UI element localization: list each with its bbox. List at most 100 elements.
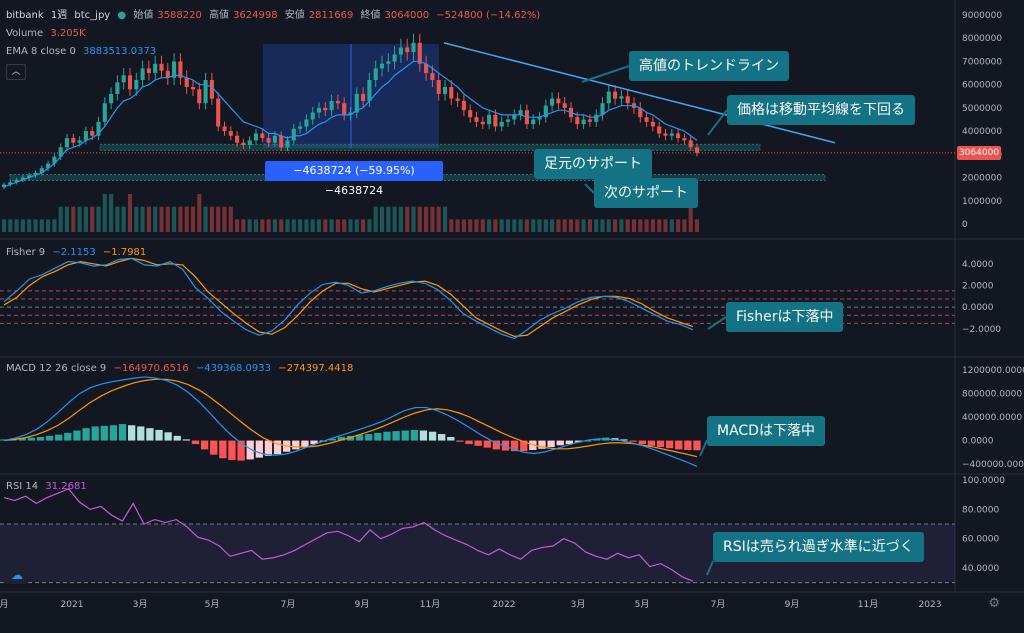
- candle-body: [487, 114, 492, 125]
- volume-bar: [165, 206, 170, 232]
- volume-bar: [631, 219, 637, 232]
- volume-bar: [405, 206, 410, 232]
- low-value: 2811669: [308, 10, 354, 21]
- fisher-legend[interactable]: Fisher 9 −2.1153 −1.7981: [6, 246, 150, 260]
- macd-tick-label: −400000.0000: [962, 460, 1024, 470]
- candle-body: [379, 63, 385, 69]
- volume-legend[interactable]: Volume 3.205K: [6, 27, 90, 41]
- volume-bar: [676, 219, 681, 232]
- candle-body: [146, 68, 151, 74]
- volume-bar: [83, 206, 88, 232]
- candle-body: [562, 103, 567, 108]
- macd-histogram-bar: [583, 440, 592, 442]
- ema-legend[interactable]: EMA 8 close 0 3883513.0373: [6, 45, 160, 59]
- macd-histogram-bar: [565, 440, 573, 445]
- volume-bar: [442, 206, 448, 232]
- volume-bar: [524, 219, 529, 232]
- macd-histogram-bar: [228, 440, 236, 460]
- macd-histogram-bar: [200, 440, 209, 450]
- candle-body: [228, 131, 233, 136]
- macd-histogram-bar: [328, 438, 336, 441]
- macd-histogram-bar: [182, 439, 191, 441]
- main-legend: bitbank 1週 btc_jpy ● 始値 3588220 高値 3624998…: [6, 9, 544, 23]
- candle-body: [310, 112, 315, 120]
- tradingview-logo-icon[interactable]: ☁: [6, 566, 28, 584]
- volume-bar: [468, 219, 473, 232]
- macd-tick-label: 800000.0000: [962, 389, 1022, 399]
- volume-bar: [247, 219, 252, 232]
- macd-histogram-bar: [401, 430, 409, 441]
- macd-histogram-bar: [474, 440, 482, 446]
- macd-histogram-bar: [365, 434, 373, 441]
- volume-bar: [575, 219, 580, 232]
- volume-bar: [613, 219, 618, 232]
- volume-bar: [216, 206, 221, 232]
- candle-body: [253, 133, 259, 141]
- candle-body: [594, 114, 599, 122]
- volume-bar: [354, 219, 359, 232]
- candle-body: [657, 126, 662, 134]
- callout-fisher-down[interactable]: Fisherは下落中: [726, 302, 844, 332]
- candle-body: [587, 119, 592, 122]
- volume-bar: [310, 219, 315, 232]
- callout-current-support[interactable]: 足元のサポート: [534, 149, 652, 179]
- volume-bar: [694, 219, 700, 232]
- macd-label: MACD 12 26 close 9: [6, 363, 107, 374]
- candle-body: [46, 163, 51, 169]
- macd-histogram-bar: [556, 440, 564, 446]
- candle-body: [543, 105, 548, 118]
- macd-legend[interactable]: MACD 12 26 close 9 −164970.6516 −439368.…: [6, 362, 357, 376]
- symbol-name[interactable]: btc_jpy: [74, 10, 111, 21]
- candle-body: [235, 135, 240, 143]
- macd-histogram-bar: [456, 440, 464, 442]
- interval-label[interactable]: 1週: [50, 10, 68, 21]
- callout-high-trendline[interactable]: 高値のトレンドライン: [629, 51, 789, 81]
- candle-body: [531, 119, 536, 125]
- volume-bar: [518, 219, 523, 232]
- volume-bar: [209, 206, 214, 232]
- candle-body: [121, 75, 126, 83]
- callout-pointer: [707, 109, 728, 136]
- high-trendline: [443, 42, 836, 144]
- fisher-label: Fisher 9: [6, 247, 46, 258]
- candle-body: [468, 110, 473, 118]
- volume-bar: [304, 219, 309, 232]
- callout-below-ma[interactable]: 価格は移動平均線を下回る: [727, 95, 915, 125]
- time-tick-label: 2023: [919, 600, 942, 610]
- candle-body: [197, 89, 202, 104]
- macd-histogram-bar: [355, 434, 364, 441]
- candle-body: [203, 80, 208, 104]
- chevron-up-icon[interactable]: ︿: [6, 64, 26, 80]
- macd-histogram-bar: [483, 440, 491, 448]
- volume-bar: [386, 206, 391, 232]
- volume-bar: [329, 219, 334, 232]
- macd-histogram-bar: [64, 432, 72, 441]
- ema-label: EMA 8 close 0: [6, 46, 76, 57]
- candle-body: [58, 147, 63, 157]
- rsi-legend[interactable]: RSI 14 31.2681: [6, 480, 91, 494]
- volume-bar: [455, 219, 460, 232]
- candle-body: [461, 100, 466, 111]
- callout-macd-down[interactable]: MACDは下落中: [707, 416, 825, 446]
- callout-rsi-near[interactable]: RSIは売られ過ぎ水準に近づく: [713, 532, 924, 562]
- candle-body: [140, 68, 145, 81]
- price-tick-label: 6000000: [962, 81, 1002, 91]
- volume-bar: [197, 194, 202, 232]
- candle-body: [682, 138, 687, 141]
- macd-histogram-bar: [246, 440, 254, 460]
- candle-body: [361, 93, 366, 101]
- macd-line: [3, 376, 698, 467]
- macd-histogram-bar: [675, 440, 683, 450]
- volume-bar: [638, 219, 643, 232]
- volume-bar: [619, 219, 624, 232]
- volume-bar: [159, 206, 164, 232]
- macd-histogram-bar: [36, 437, 45, 441]
- callout-next-support[interactable]: 次のサポート: [594, 178, 698, 208]
- measure-label[interactable]: −4638724 (−59.95%) −4638724: [265, 161, 443, 197]
- status-dot-icon: ●: [117, 10, 127, 21]
- exchange-name: bitbank: [6, 10, 44, 21]
- gear-icon[interactable]: ⚙: [988, 596, 1000, 611]
- candle-body: [650, 121, 655, 127]
- macd-tick-label: 1200000.0000: [962, 366, 1024, 376]
- volume-bar: [291, 219, 296, 232]
